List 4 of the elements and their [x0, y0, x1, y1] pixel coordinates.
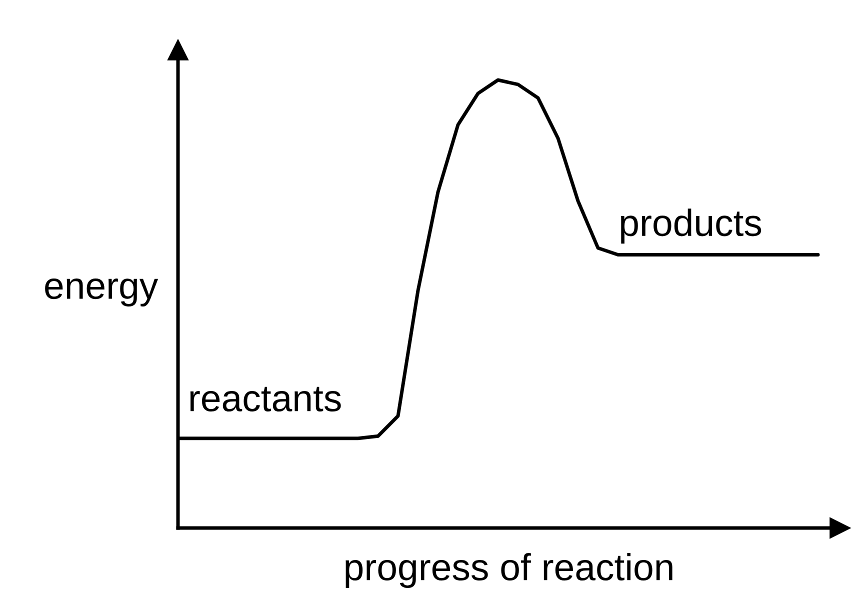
annotation: products — [621, 208, 762, 244]
x-axis-title: progress of reaction — [346, 553, 672, 588]
annotation: reactants — [190, 386, 341, 412]
y-axis-title: energy — [45, 278, 158, 306]
